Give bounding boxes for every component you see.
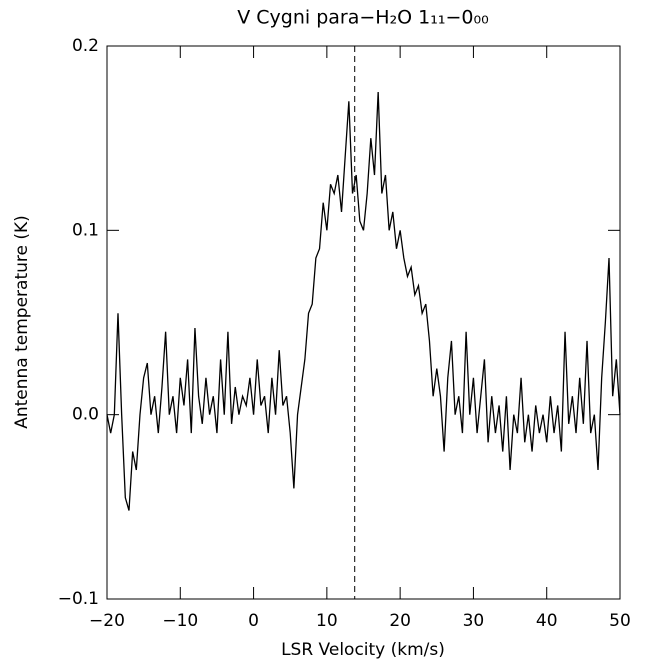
y-tick-label: −0.1 (58, 589, 99, 609)
spectrum-line (106, 92, 621, 511)
chart-title: V Cygni para−H₂O 1₁₁−0₀₀ (237, 7, 489, 29)
x-axis-label: LSR Velocity (km/s) (281, 640, 445, 660)
y-tick-label: 0.1 (72, 220, 99, 240)
y-axis-label: Antenna temperature (K) (12, 215, 32, 429)
x-tick-label: 40 (536, 611, 558, 631)
x-tick-label: 50 (609, 611, 631, 631)
y-tick-label: 0.0 (72, 405, 99, 425)
x-tick-label: 30 (463, 611, 485, 631)
x-tick-label: 10 (316, 611, 338, 631)
x-tick-label: −20 (89, 611, 125, 631)
x-tick-label: 20 (389, 611, 411, 631)
x-tick-label: 0 (248, 611, 259, 631)
y-tick-label: 0.2 (72, 36, 99, 56)
x-tick-label: −10 (162, 611, 198, 631)
plot-frame (106, 45, 621, 600)
